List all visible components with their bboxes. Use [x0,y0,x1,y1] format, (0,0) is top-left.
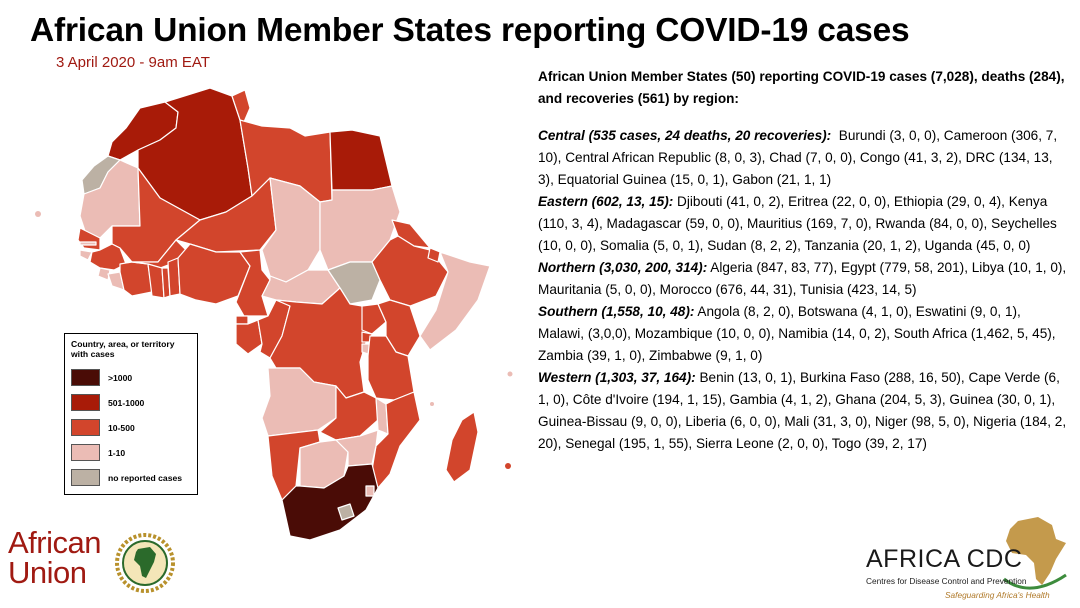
legend-label: no reported cases [108,472,183,483]
country-angola [261,367,337,437]
legend-label: 10-500 [108,422,135,433]
island-seychelles [507,371,513,377]
country-niger [175,177,277,253]
legend-swatch [71,369,100,386]
country-eq-guinea [235,315,249,325]
country-tunisia [231,89,251,123]
country-cote-divoire [119,261,153,297]
region-heading: Southern (1,558, 10, 48): [538,304,695,319]
africa-cdc-logo: AFRICA CDC Centres for Disease Control a… [860,515,1070,605]
country-gambia [79,241,97,246]
page-title: African Union Member States reporting CO… [30,12,910,49]
au-emblem-icon [115,533,175,593]
island-mauritius [505,463,511,469]
cdc-logo-tagline: Safeguarding Africa's Health [945,590,1050,600]
legend-label: 1-10 [108,447,126,458]
legend-swatch [71,444,100,461]
legend-item: 1-10 [71,440,191,465]
country-south-africa [281,463,379,541]
country-madagascar [445,411,479,483]
au-logo-text: African Union [8,525,101,590]
island-cape-verde [35,211,41,217]
cdc-logo-name: AFRICA CDC [866,545,1023,573]
region-heading: Eastern (602, 13, 15): [538,194,674,209]
country-somalia [419,251,491,351]
country-djibouti [427,247,441,263]
region-details: Benin (13, 0, 1), Burkina Faso (288, 16,… [538,370,1067,451]
map-legend: Country, area, or territory with cases >… [64,333,198,495]
region-northern: Northern (3,030, 200, 314): Algeria (847… [538,257,1068,301]
country-zambia [319,385,379,441]
africa-continent-icon [1003,517,1067,590]
island-comoros [430,402,434,406]
african-union-logo: African Union [8,525,178,598]
legend-item: >1000 [71,365,191,390]
summary-panel: African Union Member States (50) reporti… [538,66,1068,455]
country-zimbabwe [335,429,379,467]
region-heading: Western (1,303, 37, 164): [538,370,696,385]
country-namibia [267,429,321,501]
country-eswatini [365,485,375,497]
region-southern: Southern (1,558, 10, 48): Angola (8, 2, … [538,301,1068,367]
legend-swatch [71,394,100,411]
region-eastern: Eastern (602, 13, 15): Djibouti (41, 0, … [538,191,1068,257]
country-lesotho [337,503,355,521]
au-logo-line1: African [8,525,101,560]
region-details: Algeria (847, 83, 77), Egypt (779, 58, 2… [538,260,1067,297]
summary-intro: African Union Member States (50) reporti… [538,69,1065,106]
region-central: Central (535 cases, 24 deaths, 20 recove… [538,125,1068,191]
legend-item: no reported cases [71,465,191,490]
region-heading: Central (535 cases, 24 deaths, 20 recove… [538,128,832,143]
region-details: Burundi (3, 0, 0), Cameroon (306, 7, 10)… [538,128,1058,187]
country-eritrea [391,219,431,249]
region-western: Western (1,303, 37, 164): Benin (13, 0, … [538,367,1068,455]
region-details: Djibouti (41, 0, 2), Eritrea (22, 0, 0),… [538,194,1057,253]
country-egypt [329,129,393,191]
country-gabon [235,319,263,355]
legend-swatch [71,469,100,486]
report-date: 3 April 2020 - 9am EAT [56,54,210,71]
legend-swatch [71,419,100,436]
country-uganda [361,303,387,335]
legend-item: 501-1000 [71,390,191,415]
au-logo-line2: Union [8,555,87,590]
legend-label: >1000 [108,372,133,383]
cdc-logo-subtitle: Centres for Disease Control and Preventi… [866,576,1027,586]
region-heading: Northern (3,030, 200, 314): [538,260,708,275]
country-guinea-bissau [79,249,93,261]
legend-title: Country, area, or territory with cases [71,339,175,359]
legend-item: 10-500 [71,415,191,440]
country-cameroon [235,249,271,317]
region-details: Angola (8, 2, 0), Botswana (4, 1, 0), Es… [538,304,1056,363]
legend-label: 501-1000 [108,397,145,408]
country-sierra-leone [97,267,111,281]
